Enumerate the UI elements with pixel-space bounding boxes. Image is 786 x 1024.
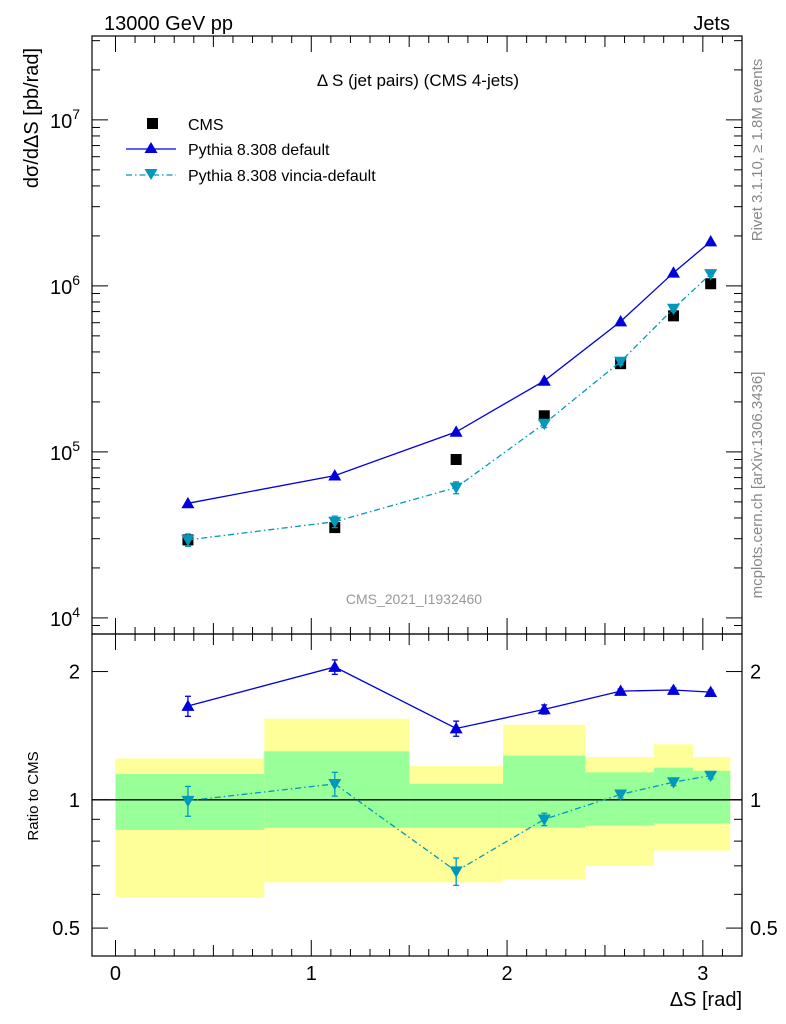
legend-entry-pythia-vincia: Pythia 8.308 vincia-default xyxy=(126,168,376,185)
main-pythia-default-point xyxy=(666,266,680,278)
legend-entry-cms: CMS xyxy=(147,117,224,134)
ratio-x-ticks: 0 1 2 3 xyxy=(110,634,723,985)
legend-pythia-default-marker xyxy=(144,142,158,153)
main-panel: 104 105 106 107 dσ/dΔS [pb/rad] Δ S (jet pa… xyxy=(21,35,743,635)
ratio-pythia-vincia-point xyxy=(537,814,551,826)
main-pythia-vincia-point xyxy=(614,356,628,369)
main-y-ticks: 104 105 106 107 xyxy=(50,40,742,635)
ratio-plot-content xyxy=(92,659,742,898)
main-plot-content xyxy=(181,235,718,547)
main-pythia-default-point xyxy=(614,315,628,327)
legend-pythia-vincia-label: Pythia 8.308 vincia-default xyxy=(188,168,376,185)
ratio-y-ticks: 0.5 0.5 1 1 2 2 xyxy=(52,662,778,941)
main-pythia-vincia-point xyxy=(704,269,718,281)
ratio-uncertainty-band-inner xyxy=(653,767,694,824)
ratio-y-tick-label-right: 2 xyxy=(750,662,761,684)
x-tick-label: 3 xyxy=(697,963,708,985)
legend-cms-marker xyxy=(147,118,158,129)
main-cms-point xyxy=(667,310,679,322)
x-tick-label: 1 xyxy=(306,963,317,985)
main-pythia-default-point xyxy=(328,469,342,481)
ratio-pythia-vincia-point xyxy=(704,770,718,783)
main-pythia-default-point xyxy=(181,496,195,509)
main-pythia-vincia-point xyxy=(328,516,342,529)
ratio-pythia-vincia-point xyxy=(666,777,680,789)
ratio-y-tick-label-right: 1 xyxy=(750,790,761,812)
rivet-label: Rivet 3.1.10, ≥ 1.8M events xyxy=(749,59,766,242)
header-energy: 13000 GeV pp xyxy=(104,13,233,35)
main-y-axis-label: dσ/dΔS [pb/rad] xyxy=(21,48,43,188)
ratio-y-tick-label: 0.5 xyxy=(52,918,80,940)
main-pythia-vincia-line xyxy=(187,273,712,541)
main-pythia-default-point xyxy=(704,235,718,247)
analysis-watermark: CMS_2021_I1932460 xyxy=(346,591,482,607)
ratio-y-tick-label: 1 xyxy=(69,790,80,812)
main-y-tick-label: 106 xyxy=(50,272,80,299)
legend-entry-pythia-default: Pythia 8.308 default xyxy=(126,142,330,159)
main-cms-point xyxy=(705,278,717,290)
ratio-pythia-default-point xyxy=(666,683,680,695)
main-cms-point xyxy=(450,453,462,465)
main-title: Δ S (jet pairs) (CMS 4-jets) xyxy=(317,71,519,90)
ratio-y-tick-label: 2 xyxy=(69,662,80,684)
main-cms-point xyxy=(538,410,550,422)
main-pythia-default-point xyxy=(449,425,463,437)
x-axis-label: ΔS [rad] xyxy=(670,989,742,1011)
ratio-pythia-default-point xyxy=(181,699,195,711)
legend-pythia-default-label: Pythia 8.308 default xyxy=(188,142,330,159)
main-pythia-vincia-point xyxy=(666,303,680,316)
main-pythia-default-point xyxy=(537,374,551,386)
ratio-uncertainty-band-inner xyxy=(264,751,410,828)
ratio-pythia-default-point xyxy=(614,684,628,696)
ratio-pythia-default-point xyxy=(537,702,551,715)
ratio-pythia-vincia-point xyxy=(614,789,628,801)
main-y-tick-label: 105 xyxy=(50,438,80,465)
main-y-tick-label: 107 xyxy=(50,106,80,133)
x-tick-label: 2 xyxy=(501,963,512,985)
ratio-pythia-vincia-point xyxy=(328,778,342,791)
main-pythia-vincia-point xyxy=(449,482,463,495)
main-pythia-default-line xyxy=(187,241,712,504)
main-pythia-vincia-point xyxy=(181,535,195,547)
main-y-tick-label: 104 xyxy=(50,604,80,631)
main-x-ticks xyxy=(114,36,723,634)
legend-cms-label: CMS xyxy=(188,117,224,134)
ratio-pythia-vincia-point xyxy=(181,795,195,808)
ratio-pythia-default-point xyxy=(449,722,463,734)
ratio-pythia-default-point xyxy=(328,660,342,672)
ratio-uncertainty-band-inner xyxy=(409,783,504,828)
ratio-pythia-vincia-point xyxy=(449,866,463,878)
x-tick-label: 0 xyxy=(110,963,121,985)
ratio-y-tick-label-right: 0.5 xyxy=(750,918,778,940)
legend: CMS Pythia 8.308 default Pythia 8.308 vi… xyxy=(126,117,376,185)
ratio-frame xyxy=(91,633,743,957)
main-pythia-vincia-point xyxy=(537,418,551,431)
mcplots-label: mcplots.cern.ch [arXiv:1306.3436] xyxy=(749,372,766,599)
ratio-panel: 0.5 0.5 1 1 2 2 0 1 2 3 Ratio to CMS ΔS [rad] xyxy=(25,633,778,1011)
ratio-y-axis-label: Ratio to CMS xyxy=(25,751,42,840)
ratio-pythia-default-point xyxy=(704,685,718,697)
header-category: Jets xyxy=(693,13,730,35)
legend-pythia-vincia-marker xyxy=(144,169,158,180)
